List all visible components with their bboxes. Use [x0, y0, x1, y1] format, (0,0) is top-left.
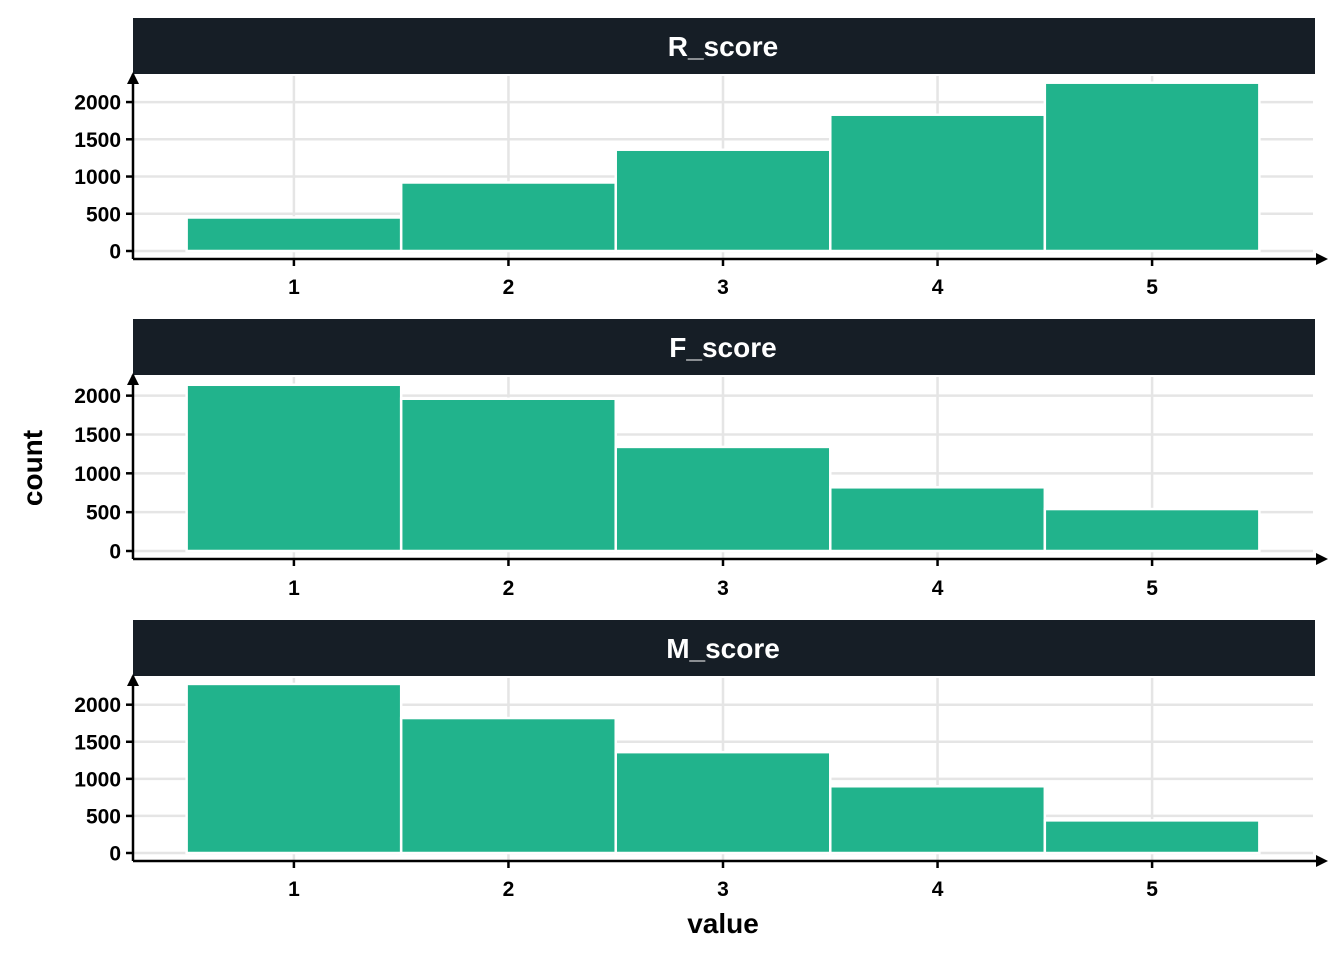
- bar-M_score-4: [829, 785, 1047, 855]
- y-axis-title: count: [17, 430, 48, 506]
- x-axis-arrow: [1316, 253, 1328, 265]
- x-axis-title: value: [687, 908, 759, 939]
- bar-F_score-2: [399, 397, 617, 553]
- facet-strip-label: R_score: [668, 31, 779, 62]
- x-tick-label: 3: [717, 276, 729, 299]
- x-axis-arrow: [1316, 855, 1328, 867]
- y-tick-label: 2000: [74, 694, 121, 717]
- x-tick-label: 4: [932, 577, 944, 600]
- bar-F_score-1: [185, 383, 403, 553]
- facet-strip: [133, 620, 1315, 676]
- x-tick-label: 1: [288, 577, 300, 600]
- y-tick-label: 1000: [74, 166, 121, 189]
- facet-panel-F_score: F_score 0 500 1000 1500 2000 1 2 3 4 5: [74, 319, 1328, 600]
- x-tick-label: 2: [503, 276, 515, 299]
- bar-R_score-4: [829, 113, 1047, 253]
- bar-M_score-3: [614, 750, 832, 855]
- x-tick-label: 1: [288, 878, 300, 901]
- y-axis-arrow: [127, 674, 139, 686]
- y-tick-label: 500: [86, 502, 121, 525]
- bar-R_score-2: [399, 181, 617, 253]
- x-tick-label: 3: [717, 878, 729, 901]
- facet-strip-label: F_score: [669, 332, 776, 363]
- x-tick-label: 5: [1146, 878, 1158, 901]
- x-tick-label: 4: [932, 878, 944, 901]
- bar-R_score-1: [185, 216, 403, 253]
- x-tick-label: 5: [1146, 577, 1158, 600]
- y-tick-label: 1500: [74, 424, 121, 447]
- x-tick-label: 5: [1146, 276, 1158, 299]
- facet-strip: [133, 18, 1315, 74]
- bar-R_score-3: [614, 148, 832, 253]
- facet-strip-label: M_score: [666, 633, 780, 664]
- bar-F_score-4: [829, 486, 1047, 553]
- facet-panel-M_score: M_score 0 500 1000 1500 2000 1 2 3 4 5: [74, 620, 1328, 901]
- y-tick-label: 0: [109, 541, 121, 564]
- x-axis-arrow: [1316, 553, 1328, 565]
- bar-F_score-5: [1043, 507, 1261, 553]
- x-tick-label: 2: [503, 878, 515, 901]
- bar-M_score-2: [399, 716, 617, 855]
- facet-strip: [133, 319, 1315, 375]
- y-tick-label: 0: [109, 843, 121, 866]
- x-tick-label: 2: [503, 577, 515, 600]
- x-tick-label: 3: [717, 577, 729, 600]
- y-axis-arrow: [127, 72, 139, 84]
- facet-panel-R_score: R_score 0 500 1000 1500 2000 1 2 3 4 5: [74, 18, 1328, 299]
- x-tick-label: 1: [288, 276, 300, 299]
- y-tick-label: 1000: [74, 463, 121, 486]
- bar-F_score-3: [614, 445, 832, 553]
- y-tick-label: 1500: [74, 129, 121, 152]
- y-tick-label: 500: [86, 203, 121, 226]
- y-tick-label: 0: [109, 241, 121, 264]
- bar-R_score-5: [1043, 81, 1261, 253]
- y-tick-label: 500: [86, 805, 121, 828]
- y-tick-label: 2000: [74, 92, 121, 115]
- x-tick-label: 4: [932, 276, 944, 299]
- bar-M_score-1: [185, 682, 403, 855]
- y-tick-label: 2000: [74, 385, 121, 408]
- y-tick-label: 1000: [74, 768, 121, 791]
- y-axis-arrow: [127, 373, 139, 385]
- y-tick-label: 1500: [74, 731, 121, 754]
- bar-M_score-5: [1043, 819, 1261, 855]
